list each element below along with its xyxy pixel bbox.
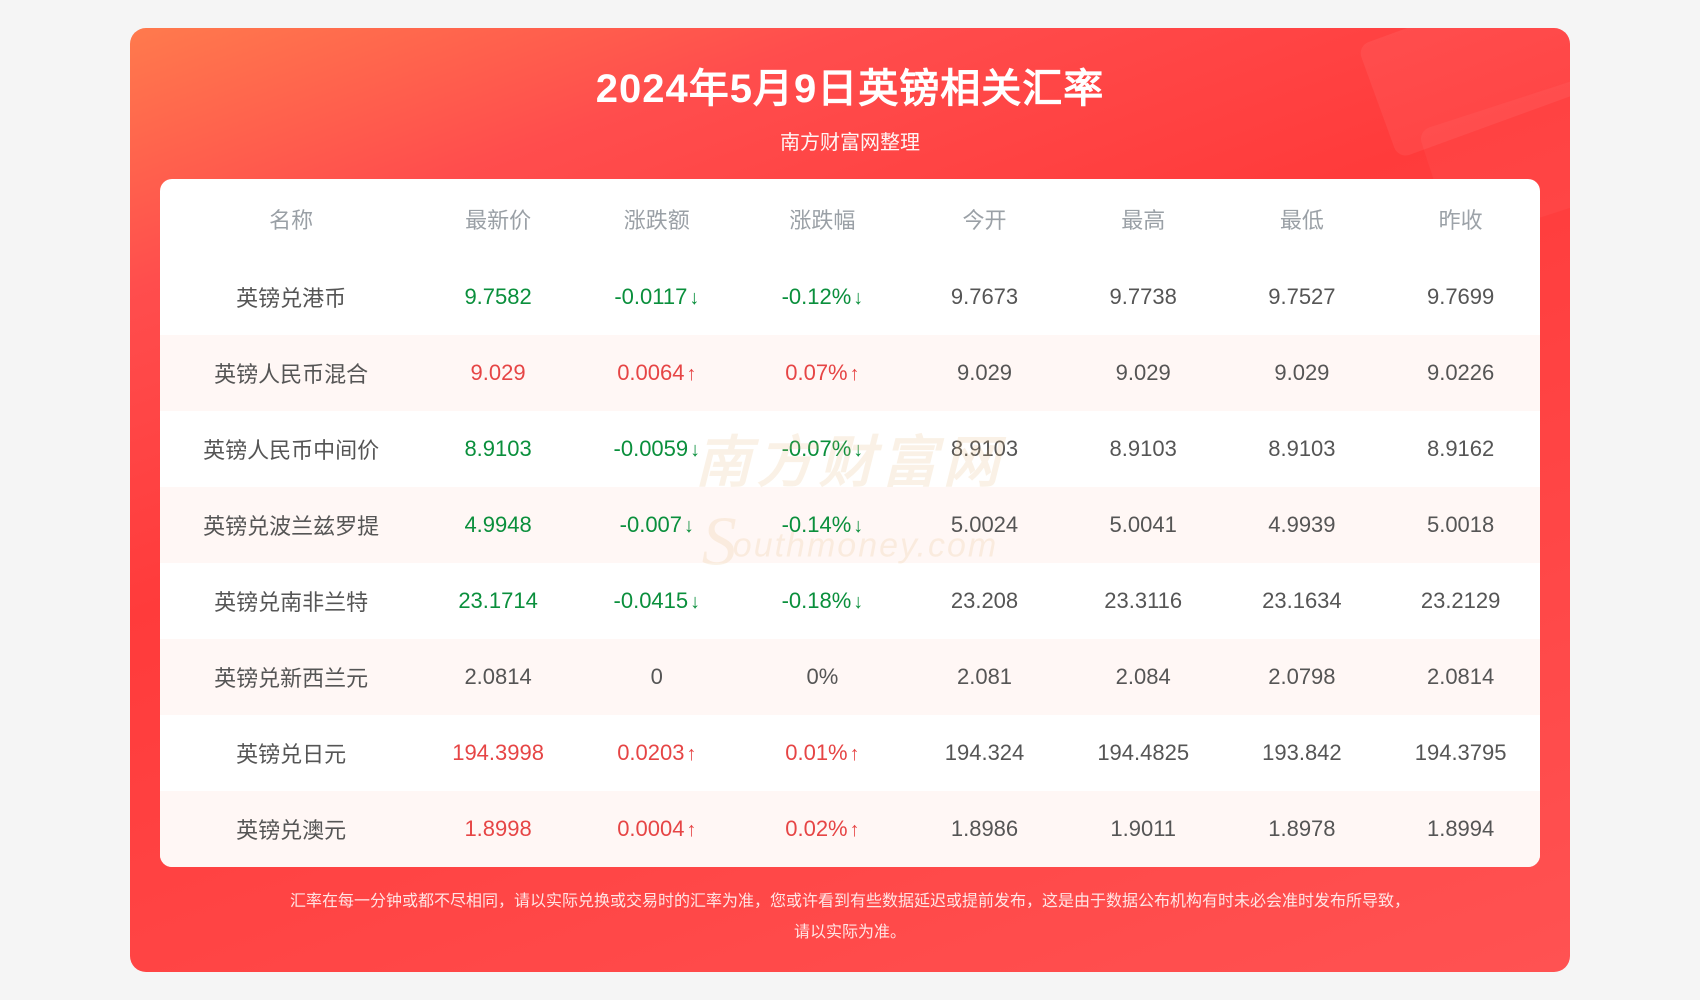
cell-name: 英镑人民币中间价 [160, 411, 422, 487]
cell-price: 23.1714 [422, 563, 574, 639]
cell-low: 1.8978 [1223, 791, 1382, 867]
cell-low: 23.1634 [1223, 563, 1382, 639]
cell-open: 9.029 [905, 335, 1064, 411]
cell-pct: 0% [740, 639, 906, 715]
cell-prev: 9.7699 [1381, 259, 1540, 335]
cell-prev: 2.0814 [1381, 639, 1540, 715]
col-header-prev: 昨收 [1381, 179, 1540, 259]
cell-open: 8.9103 [905, 411, 1064, 487]
cell-change: -0.0117↓ [574, 259, 740, 335]
cell-pct: 0.07%↑ [740, 335, 906, 411]
cell-low: 193.842 [1223, 715, 1382, 791]
cell-low: 4.9939 [1223, 487, 1382, 563]
cell-name: 英镑兑波兰兹罗提 [160, 487, 422, 563]
cell-prev: 1.8994 [1381, 791, 1540, 867]
cell-name: 英镑人民币混合 [160, 335, 422, 411]
col-header-change: 涨跌额 [574, 179, 740, 259]
cell-change: 0 [574, 639, 740, 715]
cell-open: 1.8986 [905, 791, 1064, 867]
table-row: 英镑人民币中间价8.9103-0.0059↓-0.07%↓8.91038.910… [160, 411, 1540, 487]
cell-high: 2.084 [1064, 639, 1223, 715]
cell-name: 英镑兑日元 [160, 715, 422, 791]
cell-pct: -0.18%↓ [740, 563, 906, 639]
rate-table: 名称 最新价 涨跌额 涨跌幅 今开 最高 最低 昨收 英镑兑港币9.7582-0… [160, 179, 1540, 867]
cell-price: 4.9948 [422, 487, 574, 563]
table-row: 英镑兑澳元1.89980.0004↑0.02%↑1.89861.90111.89… [160, 791, 1540, 867]
cell-prev: 9.0226 [1381, 335, 1540, 411]
cell-high: 9.029 [1064, 335, 1223, 411]
cell-price: 2.0814 [422, 639, 574, 715]
cell-change: 0.0004↑ [574, 791, 740, 867]
cell-price: 8.9103 [422, 411, 574, 487]
cell-low: 2.0798 [1223, 639, 1382, 715]
cell-price: 9.029 [422, 335, 574, 411]
disclaimer-line1: 汇率在每一分钟或都不尽相同，请以实际兑换或交易时的汇率为准，您或许看到有些数据延… [290, 893, 1410, 910]
cell-pct: -0.07%↓ [740, 411, 906, 487]
col-header-price: 最新价 [422, 179, 574, 259]
cell-high: 5.0041 [1064, 487, 1223, 563]
cell-high: 23.3116 [1064, 563, 1223, 639]
cell-prev: 8.9162 [1381, 411, 1540, 487]
table-row: 英镑兑南非兰特23.1714-0.0415↓-0.18%↓23.20823.31… [160, 563, 1540, 639]
cell-high: 9.7738 [1064, 259, 1223, 335]
cell-price: 9.7582 [422, 259, 574, 335]
cell-pct: -0.14%↓ [740, 487, 906, 563]
cell-high: 1.9011 [1064, 791, 1223, 867]
rate-card: 2024年5月9日英镑相关汇率 南方财富网整理 南方财富网 Southmoney… [130, 28, 1570, 972]
cell-prev: 23.2129 [1381, 563, 1540, 639]
disclaimer: 汇率在每一分钟或都不尽相同，请以实际兑换或交易时的汇率为准，您或许看到有些数据延… [160, 887, 1540, 948]
page-subtitle: 南方财富网整理 [160, 126, 1540, 155]
cell-open: 194.324 [905, 715, 1064, 791]
disclaimer-line2: 请以实际为准。 [794, 924, 906, 941]
cell-change: -0.0059↓ [574, 411, 740, 487]
cell-pct: -0.12%↓ [740, 259, 906, 335]
cell-change: -0.007↓ [574, 487, 740, 563]
col-header-low: 最低 [1223, 179, 1382, 259]
cell-high: 8.9103 [1064, 411, 1223, 487]
cell-prev: 5.0018 [1381, 487, 1540, 563]
cell-low: 9.029 [1223, 335, 1382, 411]
table-row: 英镑兑日元194.39980.0203↑0.01%↑194.324194.482… [160, 715, 1540, 791]
cell-price: 1.8998 [422, 791, 574, 867]
table-row: 英镑人民币混合9.0290.0064↑0.07%↑9.0299.0299.029… [160, 335, 1540, 411]
cell-change: 0.0064↑ [574, 335, 740, 411]
table-row: 英镑兑波兰兹罗提4.9948-0.007↓-0.14%↓5.00245.0041… [160, 487, 1540, 563]
col-header-name: 名称 [160, 179, 422, 259]
cell-name: 英镑兑南非兰特 [160, 563, 422, 639]
cell-prev: 194.3795 [1381, 715, 1540, 791]
col-header-high: 最高 [1064, 179, 1223, 259]
cell-open: 23.208 [905, 563, 1064, 639]
cell-price: 194.3998 [422, 715, 574, 791]
cell-name: 英镑兑新西兰元 [160, 639, 422, 715]
cell-open: 9.7673 [905, 259, 1064, 335]
cell-pct: 0.02%↑ [740, 791, 906, 867]
cell-low: 9.7527 [1223, 259, 1382, 335]
cell-name: 英镑兑澳元 [160, 791, 422, 867]
rate-table-container: 南方财富网 Southmoney.com 名称 最新价 涨跌额 涨跌幅 今开 最… [160, 179, 1540, 867]
table-row: 英镑兑新西兰元2.081400%2.0812.0842.07982.0814 [160, 639, 1540, 715]
page-title: 2024年5月9日英镑相关汇率 [160, 56, 1540, 114]
cell-change: -0.0415↓ [574, 563, 740, 639]
col-header-pct: 涨跌幅 [740, 179, 906, 259]
col-header-open: 今开 [905, 179, 1064, 259]
cell-pct: 0.01%↑ [740, 715, 906, 791]
cell-low: 8.9103 [1223, 411, 1382, 487]
cell-high: 194.4825 [1064, 715, 1223, 791]
table-row: 英镑兑港币9.7582-0.0117↓-0.12%↓9.76739.77389.… [160, 259, 1540, 335]
cell-open: 2.081 [905, 639, 1064, 715]
cell-change: 0.0203↑ [574, 715, 740, 791]
cell-name: 英镑兑港币 [160, 259, 422, 335]
cell-open: 5.0024 [905, 487, 1064, 563]
table-header-row: 名称 最新价 涨跌额 涨跌幅 今开 最高 最低 昨收 [160, 179, 1540, 259]
